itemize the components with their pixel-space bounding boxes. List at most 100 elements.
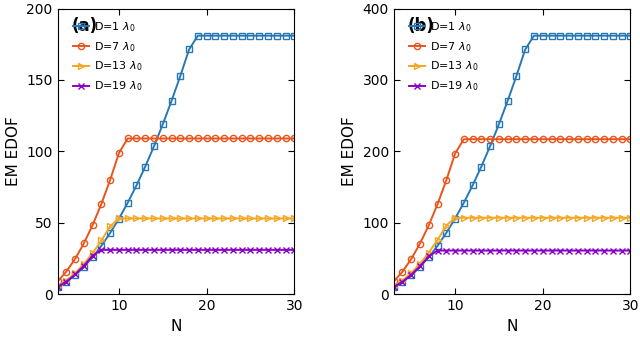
D=1 $\lambda_0$ <box>399 280 406 284</box>
D=1 $\lambda_0$ <box>132 183 140 187</box>
D=1 $\lambda_0$ <box>141 165 149 169</box>
D=7 $\lambda_0$ <box>522 137 529 141</box>
D=13 $\lambda_0$ <box>132 216 140 221</box>
D=7 $\lambda_0$ <box>618 137 625 141</box>
D=1 $\lambda_0$ <box>63 280 70 284</box>
D=1 $\lambda_0$ <box>434 244 442 248</box>
D=19 $\lambda_0$ <box>177 248 184 252</box>
D=1 $\lambda_0$ <box>246 34 254 38</box>
D=19 $\lambda_0$ <box>486 249 494 253</box>
Line: D=7 $\lambda_0$: D=7 $\lambda_0$ <box>54 135 298 285</box>
Text: (b): (b) <box>408 17 435 35</box>
D=7 $\lambda_0$ <box>486 137 494 141</box>
D=1 $\lambda_0$ <box>203 34 211 38</box>
D=7 $\lambda_0$ <box>124 136 132 141</box>
D=1 $\lambda_0$ <box>468 183 476 187</box>
D=1 $\lambda_0$ <box>124 201 132 205</box>
D=13 $\lambda_0$ <box>442 224 450 228</box>
D=7 $\lambda_0$ <box>600 137 608 141</box>
D=19 $\lambda_0$ <box>399 280 406 284</box>
D=19 $\lambda_0$ <box>460 249 468 253</box>
D=7 $\lambda_0$ <box>246 136 254 141</box>
Legend: D=1 $\lambda_0$, D=7 $\lambda_0$, D=13 $\lambda_0$, D=19 $\lambda_0$: D=1 $\lambda_0$, D=7 $\lambda_0$, D=13 $… <box>409 20 478 93</box>
D=1 $\lambda_0$ <box>477 165 485 169</box>
D=19 $\lambda_0$ <box>106 248 114 252</box>
D=1 $\lambda_0$ <box>416 265 424 269</box>
D=13 $\lambda_0$ <box>203 216 211 221</box>
D=7 $\lambda_0$ <box>460 137 468 141</box>
D=7 $\lambda_0$ <box>203 136 211 141</box>
D=19 $\lambda_0$ <box>522 249 529 253</box>
D=19 $\lambda_0$ <box>591 249 599 253</box>
Y-axis label: EM EDOF: EM EDOF <box>6 117 21 186</box>
D=19 $\lambda_0$ <box>203 248 211 252</box>
D=19 $\lambda_0$ <box>468 249 476 253</box>
X-axis label: N: N <box>506 318 518 333</box>
D=13 $\lambda_0$ <box>168 216 175 221</box>
D=19 $\lambda_0$ <box>264 248 272 252</box>
D=13 $\lambda_0$ <box>556 216 564 220</box>
D=7 $\lambda_0$ <box>416 241 424 246</box>
D=1 $\lambda_0$ <box>522 48 529 52</box>
D=7 $\lambda_0$ <box>238 136 246 141</box>
D=13 $\lambda_0$ <box>150 216 158 221</box>
D=7 $\lambda_0$ <box>399 269 406 274</box>
D=1 $\lambda_0$ <box>194 34 202 38</box>
D=13 $\lambda_0$ <box>583 216 591 220</box>
D=19 $\lambda_0$ <box>618 249 625 253</box>
D=13 $\lambda_0$ <box>513 216 520 220</box>
Text: (a): (a) <box>72 17 98 35</box>
D=13 $\lambda_0$ <box>460 216 468 220</box>
D=19 $\lambda_0$ <box>539 249 547 253</box>
D=7 $\lambda_0$ <box>220 136 228 141</box>
D=19 $\lambda_0$ <box>609 249 617 253</box>
D=1 $\lambda_0$ <box>565 34 573 38</box>
D=13 $\lambda_0$ <box>548 216 556 220</box>
D=7 $\lambda_0$ <box>54 279 61 284</box>
D=13 $\lambda_0$ <box>97 238 105 242</box>
D=1 $\lambda_0$ <box>548 34 556 38</box>
D=13 $\lambda_0$ <box>255 216 263 221</box>
D=7 $\lambda_0$ <box>574 137 582 141</box>
D=7 $\lambda_0$ <box>539 137 547 141</box>
D=1 $\lambda_0$ <box>89 255 97 259</box>
D=7 $\lambda_0$ <box>425 223 433 227</box>
Line: D=19 $\lambda_0$: D=19 $\lambda_0$ <box>390 248 634 290</box>
D=7 $\lambda_0$ <box>150 136 158 141</box>
D=13 $\lambda_0$ <box>618 216 625 220</box>
D=1 $\lambda_0$ <box>291 34 298 38</box>
D=13 $\lambda_0$ <box>282 216 289 221</box>
D=19 $\lambda_0$ <box>63 279 70 284</box>
D=19 $\lambda_0$ <box>495 249 503 253</box>
D=19 $\lambda_0$ <box>54 285 61 289</box>
D=1 $\lambda_0$ <box>212 34 220 38</box>
D=7 $\lambda_0$ <box>63 269 70 274</box>
D=1 $\lambda_0$ <box>168 99 175 103</box>
D=1 $\lambda_0$ <box>255 34 263 38</box>
D=7 $\lambda_0$ <box>627 137 634 141</box>
D=19 $\lambda_0$ <box>434 249 442 253</box>
D=1 $\lambda_0$ <box>618 34 625 38</box>
D=1 $\lambda_0$ <box>513 74 520 78</box>
D=1 $\lambda_0$ <box>574 34 582 38</box>
D=1 $\lambda_0$ <box>54 285 61 289</box>
D=13 $\lambda_0$ <box>273 216 280 221</box>
D=19 $\lambda_0$ <box>220 248 228 252</box>
Line: D=7 $\lambda_0$: D=7 $\lambda_0$ <box>390 136 634 285</box>
D=1 $\lambda_0$ <box>229 34 237 38</box>
D=7 $\lambda_0$ <box>282 136 289 141</box>
D=7 $\lambda_0$ <box>291 136 298 141</box>
D=19 $\lambda_0$ <box>132 248 140 252</box>
D=1 $\lambda_0$ <box>583 34 591 38</box>
D=19 $\lambda_0$ <box>80 264 88 268</box>
D=19 $\lambda_0$ <box>583 249 591 253</box>
D=13 $\lambda_0$ <box>477 216 485 220</box>
D=13 $\lambda_0$ <box>89 251 97 255</box>
D=1 $\lambda_0$ <box>80 265 88 269</box>
D=7 $\lambda_0$ <box>159 136 166 141</box>
D=1 $\lambda_0$ <box>71 273 79 277</box>
D=1 $\lambda_0$ <box>460 201 468 205</box>
D=7 $\lambda_0$ <box>97 202 105 206</box>
D=7 $\lambda_0$ <box>229 136 237 141</box>
D=1 $\lambda_0$ <box>115 216 123 221</box>
